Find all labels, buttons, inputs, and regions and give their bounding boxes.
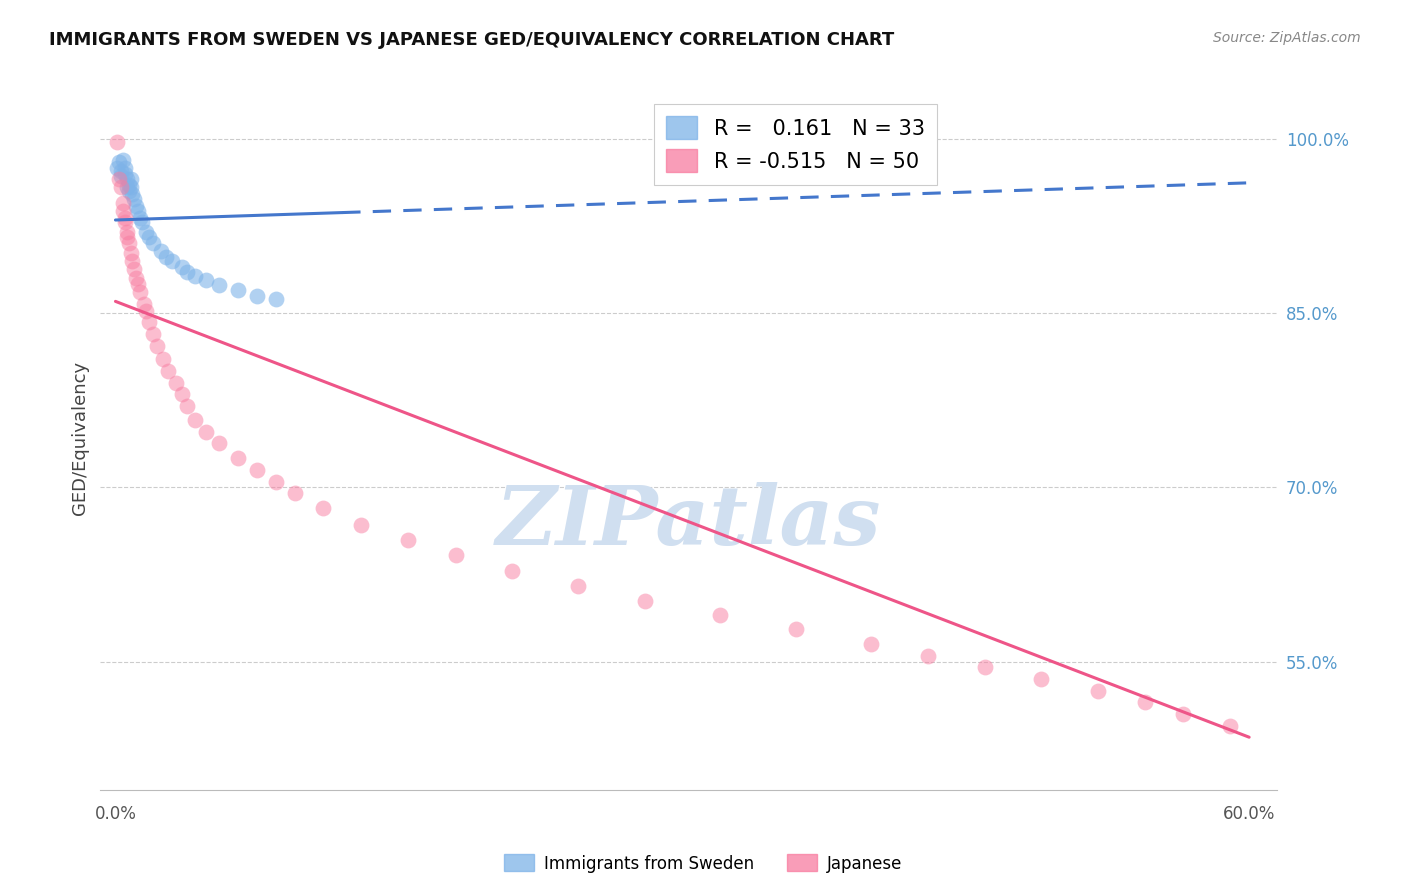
Point	[111, 203, 134, 218]
Point	[350, 517, 373, 532]
Point	[115, 172, 138, 186]
Point	[176, 399, 198, 413]
Point	[105, 161, 128, 175]
Point	[160, 253, 183, 268]
Point	[184, 268, 207, 283]
Point	[111, 153, 134, 167]
Point	[115, 180, 138, 194]
Point	[110, 180, 132, 194]
Point	[114, 215, 136, 229]
Point	[132, 296, 155, 310]
Point	[396, 533, 419, 547]
Point	[149, 244, 172, 259]
Point	[114, 161, 136, 175]
Point	[124, 192, 146, 206]
Point	[155, 250, 177, 264]
Point	[127, 277, 149, 291]
Point	[127, 203, 149, 218]
Point	[785, 622, 807, 636]
Text: ZIPatlas: ZIPatlas	[496, 483, 882, 562]
Point	[917, 648, 939, 663]
Point	[208, 278, 231, 293]
Point	[501, 564, 523, 578]
Point	[1031, 672, 1053, 686]
Point	[165, 376, 187, 390]
Point	[142, 326, 165, 341]
Point	[142, 236, 165, 251]
Point	[120, 180, 142, 194]
Point	[1135, 695, 1157, 709]
Point	[120, 172, 142, 186]
Point	[120, 245, 142, 260]
Point	[146, 338, 169, 352]
Point	[129, 211, 152, 225]
Point	[129, 285, 152, 299]
Point	[121, 253, 143, 268]
Point	[264, 292, 287, 306]
Point	[115, 225, 138, 239]
Point	[110, 169, 132, 183]
Point	[860, 637, 883, 651]
Point	[184, 413, 207, 427]
Point	[125, 271, 148, 285]
Point	[1171, 706, 1194, 721]
Point	[444, 548, 467, 562]
Point	[121, 187, 143, 202]
Point	[118, 178, 141, 193]
Point	[125, 199, 148, 213]
Point	[135, 225, 157, 239]
Point	[284, 486, 307, 500]
Point	[633, 594, 655, 608]
Point	[108, 172, 131, 186]
Legend: Immigrants from Sweden, Japanese: Immigrants from Sweden, Japanese	[496, 847, 910, 880]
Point	[124, 261, 146, 276]
Point	[226, 451, 249, 466]
Point	[105, 135, 128, 149]
Point	[157, 364, 180, 378]
Legend: R =   0.161   N = 33, R = -0.515   N = 50: R = 0.161 N = 33, R = -0.515 N = 50	[654, 103, 938, 185]
Point	[1219, 718, 1241, 732]
Point	[110, 164, 132, 178]
Point	[108, 155, 131, 169]
Point	[138, 230, 160, 244]
Point	[176, 265, 198, 279]
Point	[1087, 683, 1109, 698]
Point	[709, 608, 731, 623]
Point	[567, 579, 589, 593]
Point	[973, 660, 995, 674]
Point	[118, 236, 141, 251]
Point	[170, 387, 193, 401]
Point	[246, 288, 269, 302]
Text: Source: ZipAtlas.com: Source: ZipAtlas.com	[1213, 31, 1361, 45]
Point	[111, 195, 134, 210]
Point	[135, 303, 157, 318]
Point	[115, 230, 138, 244]
Point	[138, 315, 160, 329]
Point	[152, 352, 174, 367]
Text: IMMIGRANTS FROM SWEDEN VS JAPANESE GED/EQUIVALENCY CORRELATION CHART: IMMIGRANTS FROM SWEDEN VS JAPANESE GED/E…	[49, 31, 894, 49]
Point	[264, 475, 287, 489]
Point	[195, 273, 218, 287]
Y-axis label: GED/Equivalency: GED/Equivalency	[72, 361, 89, 515]
Point	[170, 260, 193, 274]
Point	[118, 184, 141, 198]
Point	[208, 436, 231, 450]
Point	[131, 215, 153, 229]
Point	[114, 211, 136, 225]
Point	[114, 167, 136, 181]
Point	[195, 425, 218, 439]
Point	[246, 463, 269, 477]
Point	[312, 501, 335, 516]
Point	[226, 283, 249, 297]
